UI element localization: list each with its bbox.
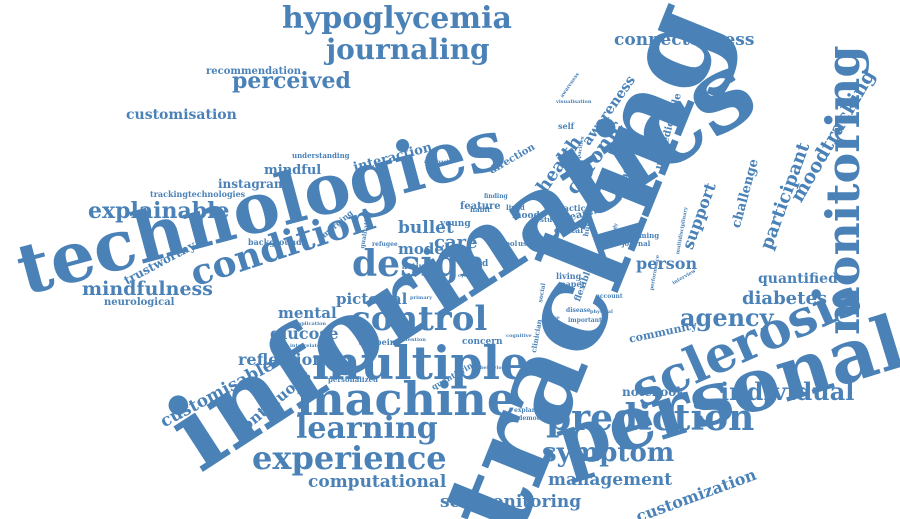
cloud-word: cognitive (506, 333, 532, 339)
cloud-word: explanation (514, 407, 554, 414)
cloud-word: agency (680, 303, 774, 332)
cloud-word: mood (512, 211, 540, 221)
cloud-word: neurological (104, 297, 175, 308)
cloud-word: bullet (398, 218, 454, 238)
cloud-word: perceived (232, 68, 351, 94)
cloud-word: prediction (546, 397, 755, 439)
cloud-word: pictorial (336, 290, 408, 308)
cloud-word: reflection (238, 350, 324, 369)
cloud-word: person (636, 254, 698, 273)
cloud-word: understanding (292, 151, 350, 160)
cloud-word: young (440, 219, 471, 229)
cloud-word: tool (502, 239, 518, 248)
cloud-word: implication (294, 321, 326, 327)
cloud-word: instagram (218, 177, 287, 191)
cloud-word: paper (560, 279, 586, 289)
cloud-word: notebook (622, 385, 685, 399)
cloud-word: digital (554, 225, 584, 235)
cloud-word: glucose (270, 324, 339, 343)
cloud-word: customisation (126, 107, 237, 123)
cloud-word: journal (622, 239, 651, 248)
cloud-word: wellbeing (358, 337, 402, 347)
cloud-word: journaling (326, 33, 490, 66)
cloud-word: finding (484, 193, 508, 200)
cloud-word: selfmonitoring (440, 492, 582, 512)
cloud-word: indicator (602, 185, 633, 192)
cloud-word: mindfulness (82, 278, 213, 300)
cloud-word: refugee (372, 241, 398, 248)
cloud-word: experience (252, 439, 447, 477)
cloud-word: important (568, 317, 602, 324)
cloud-word: quantified (758, 271, 838, 287)
cloud-word: self (558, 121, 575, 131)
cloud-word: activity (402, 261, 435, 271)
cloud-word: living (556, 271, 582, 281)
cloud-word: study (540, 215, 562, 224)
cloud-word: sense (544, 315, 560, 321)
cloud-word: recommendation (206, 66, 302, 77)
cloud-word: cycle (458, 273, 473, 279)
cloud-word: model (398, 240, 450, 258)
cloud-word: habit (470, 205, 491, 214)
cloud-word: diabetes (742, 288, 828, 309)
cloud-word: account (596, 293, 623, 300)
cloud-word: lived (506, 203, 525, 212)
cloud-word: disease (566, 307, 591, 314)
cloud-word: primary (410, 295, 433, 301)
cloud-word: individual (720, 377, 855, 406)
cloud-word: care (434, 232, 478, 253)
cloud-word: learning (296, 411, 438, 446)
cloud-word: user (518, 239, 536, 248)
cloud-word: informing (620, 231, 660, 240)
cloud-word: physical (590, 309, 613, 315)
cloud-word: personalized (328, 375, 378, 384)
cloud-word: mental (278, 304, 337, 322)
cloud-word: interrelated (290, 343, 324, 349)
cloud-word: ongoing (596, 269, 619, 275)
cloud-word: computational (308, 472, 447, 492)
cloud-word: background (248, 237, 302, 247)
cloud-word: machine (296, 372, 517, 426)
cloud-word: feature (460, 201, 501, 212)
cloud-word: intention (400, 337, 426, 343)
cloud-word: behaviour (480, 365, 508, 371)
cloud-word: visualisation (556, 99, 592, 105)
cloud-word: practice (554, 203, 591, 213)
cloud-word: multiple (312, 336, 530, 390)
cloud-word: connectedness (614, 30, 755, 50)
cloud-word: explainable (88, 198, 230, 224)
cloud-word: symptom (542, 438, 675, 468)
cloud-word: challenge (729, 157, 762, 230)
cloud-word: andemotional (510, 415, 557, 422)
cloud-word: approach (424, 159, 451, 165)
cloud-word: mindful (264, 163, 322, 178)
cloud-word: control (350, 299, 488, 339)
cloud-word: need (464, 259, 489, 269)
cloud-word: trackingtechnologies (150, 189, 246, 199)
cloud-word: hypoglycemia (282, 1, 512, 36)
cloud-word: concern (462, 337, 503, 347)
cloud-word: design (352, 243, 486, 285)
cloud-word: management (548, 470, 673, 490)
